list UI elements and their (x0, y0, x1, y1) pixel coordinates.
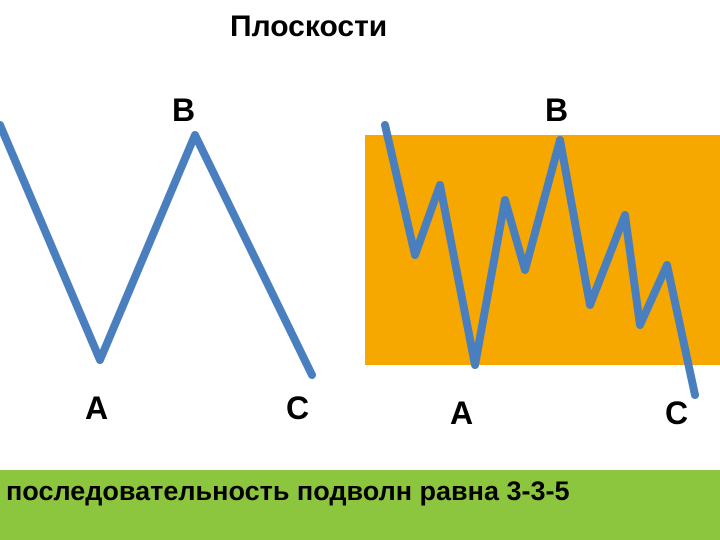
left-wave-line (0, 125, 312, 375)
footer-text: последовательность подволн равна 3-3-5 (0, 470, 720, 540)
right-label-c: C (665, 395, 688, 432)
diagram-title: Плоскости (230, 10, 430, 44)
right-label-a: A (450, 395, 473, 432)
left-label-b: B (172, 92, 195, 129)
left-label-c: C (286, 390, 309, 427)
right-wave-line (385, 125, 695, 395)
right-wave (385, 125, 705, 405)
right-label-b: B (545, 92, 568, 129)
left-wave (0, 125, 340, 385)
left-label-a: A (85, 390, 108, 427)
